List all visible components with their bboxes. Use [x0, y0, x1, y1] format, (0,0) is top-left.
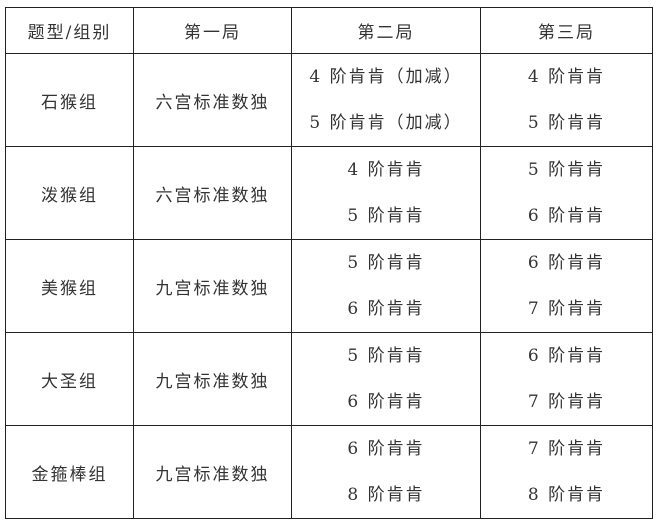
header-cell: 第一局 [133, 7, 292, 54]
puzzle-item: 6 阶肯肯 [527, 346, 606, 366]
puzzle-item: 4 阶肯肯 [347, 160, 425, 180]
puzzle-item: 8 阶肯肯 [347, 485, 425, 505]
round2-cell: 4 阶肯肯（加减） 5 阶肯肯（加减） [291, 53, 481, 147]
puzzle-item: 5 阶肯肯 [527, 113, 606, 133]
table-row: 石猴组 六宫标准数独 4 阶肯肯（加减） 5 阶肯肯（加减） 4 阶肯肯 5 阶肯肯 [5, 53, 653, 147]
group-cell: 石猴组 [5, 53, 134, 147]
table-row: 大圣组 九宫标准数独 5 阶肯肯 6 阶肯肯 6 阶肯肯 7 阶肯肯 [5, 332, 653, 426]
round1-cell: 九宫标准数独 [133, 332, 292, 426]
puzzle-item: 8 阶肯肯 [527, 485, 606, 505]
puzzle-item: 6 阶肯肯 [527, 206, 606, 226]
round3-cell: 5 阶肯肯 6 阶肯肯 [480, 146, 653, 240]
round1-cell: 六宫标准数独 [133, 146, 292, 240]
round1-cell: 九宫标准数独 [133, 425, 292, 519]
header-row: 题型/组别 第一局 第二局 第三局 [5, 7, 653, 54]
round1-cell: 九宫标准数独 [133, 239, 292, 333]
round3-cell: 7 阶肯肯 8 阶肯肯 [480, 425, 653, 519]
puzzle-item: 7 阶肯肯 [527, 439, 606, 459]
puzzle-item: 5 阶肯肯 [527, 160, 606, 180]
group-cell: 金箍棒组 [5, 425, 134, 519]
puzzle-item: 6 阶肯肯 [347, 299, 425, 319]
header-cell: 第二局 [291, 7, 481, 54]
puzzle-item: 5 阶肯肯 [347, 253, 425, 273]
round2-cell: 4 阶肯肯 5 阶肯肯 [291, 146, 481, 240]
round3-cell: 4 阶肯肯 5 阶肯肯 [480, 53, 653, 147]
table-row: 泼猴组 六宫标准数独 4 阶肯肯 5 阶肯肯 5 阶肯肯 6 阶肯肯 [5, 146, 653, 240]
table-row: 金箍棒组 九宫标准数独 6 阶肯肯 8 阶肯肯 7 阶肯肯 8 阶肯肯 [5, 425, 653, 519]
round3-cell: 6 阶肯肯 7 阶肯肯 [480, 239, 653, 333]
header-cell: 第三局 [480, 7, 653, 54]
puzzle-item: 5 阶肯肯 [347, 346, 425, 366]
competition-table: 题型/组别 第一局 第二局 第三局 石猴组 六宫标准数独 4 阶肯肯（加减） 5 阶肯… [5, 7, 653, 519]
round2-cell: 5 阶肯肯 6 阶肯肯 [291, 239, 481, 333]
puzzle-item: 7 阶肯肯 [527, 392, 606, 412]
puzzle-item: 5 阶肯肯 [347, 206, 425, 226]
puzzle-item: 4 阶肯肯 [527, 67, 606, 87]
round2-cell: 5 阶肯肯 6 阶肯肯 [291, 332, 481, 426]
header-cell: 题型/组别 [5, 7, 134, 54]
group-cell: 大圣组 [5, 332, 134, 426]
puzzle-item: 7 阶肯肯 [527, 299, 606, 319]
puzzle-item: 6 阶肯肯 [347, 392, 425, 412]
round1-cell: 六宫标准数独 [133, 53, 292, 147]
puzzle-item: 5 阶肯肯（加减） [309, 113, 463, 133]
puzzle-item: 6 阶肯肯 [347, 439, 425, 459]
puzzle-item: 4 阶肯肯（加减） [309, 67, 463, 87]
round3-cell: 6 阶肯肯 7 阶肯肯 [480, 332, 653, 426]
puzzle-item: 6 阶肯肯 [527, 253, 606, 273]
round2-cell: 6 阶肯肯 8 阶肯肯 [291, 425, 481, 519]
table-row: 美猴组 九宫标准数独 5 阶肯肯 6 阶肯肯 6 阶肯肯 7 阶肯肯 [5, 239, 653, 333]
group-cell: 美猴组 [5, 239, 134, 333]
group-cell: 泼猴组 [5, 146, 134, 240]
